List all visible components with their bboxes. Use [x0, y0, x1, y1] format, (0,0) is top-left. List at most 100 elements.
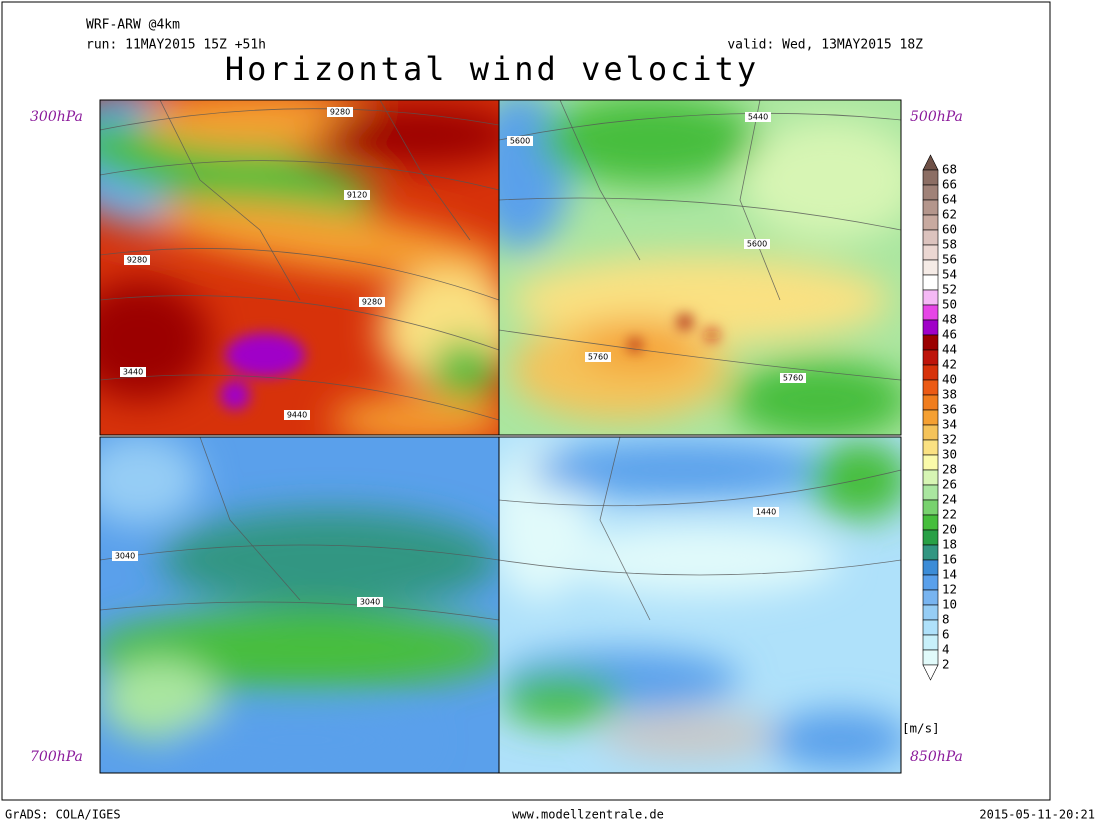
colorbar-box	[922, 484, 939, 501]
colorbar-box	[922, 244, 939, 261]
map-500	[499, 100, 901, 435]
model-label: WRF-ARW @4km	[86, 18, 180, 33]
colorbar-box	[922, 184, 939, 201]
contour-label-box	[120, 367, 146, 377]
contour-label-box	[124, 255, 150, 265]
level-label: 850hPa	[910, 749, 963, 765]
colorbar-label: 26	[942, 477, 957, 492]
contour-label: 5600	[747, 240, 767, 249]
colorbar-box	[922, 559, 939, 576]
contour-label-box	[112, 551, 138, 561]
colorbar-box	[922, 514, 939, 531]
colorbar-box	[922, 589, 939, 606]
colorbar-box	[922, 199, 939, 216]
colorbar-label: 58	[942, 237, 957, 252]
colorbar-label: 62	[942, 207, 957, 222]
colorbar-box	[922, 229, 939, 246]
colorbar-label: 54	[942, 267, 957, 282]
colorbar-box	[922, 214, 939, 231]
colorbar: 6866646260585654525048464442403836343230…	[922, 154, 957, 681]
level-label: 700hPa	[30, 749, 83, 765]
colorbar-unit: [m/s]	[902, 721, 940, 736]
colorbar-box	[922, 319, 939, 336]
level-label: 300hPa	[30, 109, 83, 125]
colorbar-label: 22	[942, 507, 957, 522]
footer-left: GrADS: COLA/IGES	[5, 808, 121, 822]
colorbar-box	[922, 439, 939, 456]
colorbar-label: 40	[942, 372, 957, 387]
colorbar-box	[922, 349, 939, 366]
footer-right: 2015-05-11-20:21	[979, 808, 1095, 822]
colorbar-box	[922, 469, 939, 486]
contour-label: 9120	[347, 191, 367, 200]
colorbar-label: 32	[942, 432, 957, 447]
contour-label: 3440	[123, 368, 143, 377]
colorbar-box	[922, 169, 939, 186]
colorbar-label: 52	[942, 282, 957, 297]
contour-label-box	[327, 107, 353, 117]
colorbar-label: 36	[942, 402, 957, 417]
panel-borders	[99, 99, 902, 774]
colorbar-label: 68	[942, 162, 957, 177]
colorbar-box	[922, 544, 939, 561]
colorbar-label: 66	[942, 177, 957, 192]
contour-label-box	[507, 136, 533, 146]
colorbar-label: 44	[942, 342, 957, 357]
colorbar-label: 64	[942, 192, 957, 207]
colorbar-box	[922, 529, 939, 546]
contour-label-box	[745, 112, 771, 122]
colorbar-box	[922, 304, 939, 321]
contour-label: 5600	[510, 137, 530, 146]
colorbar-label: 50	[942, 297, 957, 312]
colorbar-box	[922, 289, 939, 306]
colorbar-label: 16	[942, 552, 957, 567]
run-label: run: 11MAY2015 15Z +51h	[86, 38, 266, 53]
contour-label: 9280	[330, 108, 350, 117]
contour-label-box	[344, 190, 370, 200]
colorbar-label: 34	[942, 417, 957, 432]
valid-label: valid: Wed, 13MAY2015 18Z	[727, 38, 923, 53]
colorbar-box	[922, 454, 939, 471]
colorbar-triangle	[922, 664, 939, 681]
colorbar-label: 4	[942, 642, 950, 657]
colorbar-box	[922, 274, 939, 291]
colorbar-box	[922, 634, 939, 651]
contour-label: 5440	[748, 113, 768, 122]
colorbar-label: 30	[942, 447, 957, 462]
colorbar-label: 14	[942, 567, 957, 582]
colorbar-box	[922, 604, 939, 621]
contour-label: 1440	[756, 508, 776, 517]
colorbar-box	[922, 364, 939, 381]
contour-label: 5760	[783, 374, 803, 383]
colorbar-box	[922, 379, 939, 396]
colorbar-box	[922, 334, 939, 351]
map-300	[100, 100, 499, 435]
colorbar-box	[922, 619, 939, 636]
colorbar-label: 28	[942, 462, 957, 477]
colorbar-label: 18	[942, 537, 957, 552]
colorbar-label: 8	[942, 612, 950, 627]
contour-label: 5760	[588, 353, 608, 362]
map-700	[100, 437, 499, 773]
colorbar-label: 6	[942, 627, 950, 642]
contour-label-box	[753, 507, 779, 517]
contour-label-box	[585, 352, 611, 362]
colorbar-box	[922, 424, 939, 441]
colorbar-box	[922, 409, 939, 426]
colorbar-label: 12	[942, 582, 957, 597]
colorbar-label: 10	[942, 597, 957, 612]
colorbar-label: 48	[942, 312, 957, 327]
contour-label-box	[357, 597, 383, 607]
colorbar-box	[922, 259, 939, 276]
colorbar-label: 2	[942, 657, 950, 672]
colorbar-label: 42	[942, 357, 957, 372]
title: Horizontal wind velocity	[225, 50, 759, 88]
contour-label-box	[780, 373, 806, 383]
colorbar-label: 20	[942, 522, 957, 537]
colorbar-box	[922, 394, 939, 411]
colorbar-label: 56	[942, 252, 957, 267]
colorbar-label: 46	[942, 327, 957, 342]
colorbar-box	[922, 499, 939, 516]
map-850	[499, 437, 901, 773]
